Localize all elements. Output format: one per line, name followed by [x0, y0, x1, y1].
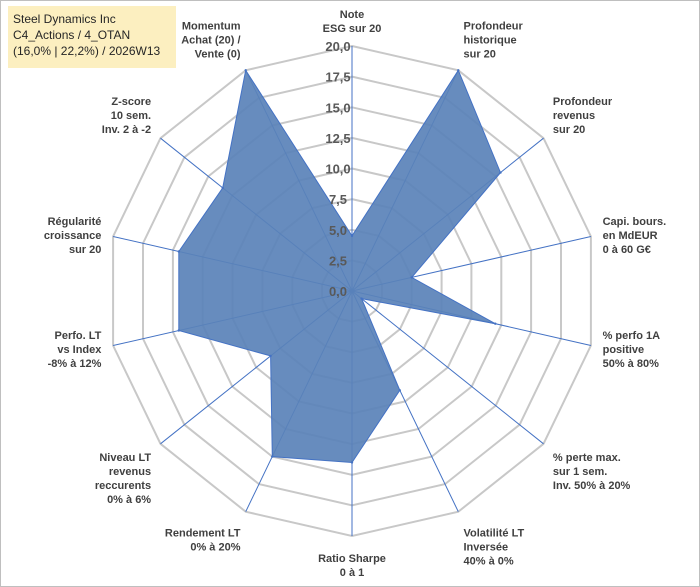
category-label-line: Ratio Sharpe [318, 553, 386, 565]
data-point [221, 186, 224, 190]
category-label: Ratio Sharpe 0 à 1 [318, 553, 386, 579]
tick-label: 15,0 [325, 100, 350, 115]
data-point [244, 69, 247, 72]
category-label-line: Profondeur [553, 96, 613, 108]
data-point [177, 250, 180, 253]
category-label-line: Vente (0) [195, 49, 241, 61]
category-label-line: Niveau LT [99, 452, 151, 464]
category-label-line: revenus [109, 466, 151, 478]
category-label-line: Note [340, 9, 364, 21]
category-label-line: Momentum [182, 21, 241, 33]
category-label: Note ESG sur 20 [323, 9, 382, 35]
category-label-line: Capi. bours. [603, 216, 667, 228]
company-name: Steel Dynamics Inc [13, 12, 116, 26]
category-label: Niveau LT revenus reccurents 0% à 6% [95, 452, 152, 506]
category-label-line: Rendement LT [165, 528, 241, 540]
category-label-line: sur 20 [69, 244, 101, 256]
category-label-line: Inversée [464, 542, 509, 554]
tick-label: 10,0 [325, 162, 350, 177]
category-label-line: revenus [553, 110, 595, 122]
data-point [269, 354, 272, 358]
category-label-line: positive [603, 344, 645, 356]
category-label: Rendement LT 0% à 20% [165, 528, 241, 554]
category-label: Momentum Achat (20) / Vente (0) [181, 21, 241, 61]
category-label-line: Volatilité LT [464, 528, 525, 540]
category-label-line: 0% à 20% [190, 542, 240, 554]
data-point [350, 461, 354, 464]
tick-label: 12,5 [325, 131, 350, 146]
category-label: Profondeur revenus sur 20 [553, 96, 613, 136]
score-period: (16,0% | 22,2%) / 2026W13 [13, 44, 161, 58]
data-point [360, 297, 363, 300]
tick-label: 5,0 [329, 223, 347, 238]
category-label-line: Régularité [48, 216, 102, 228]
category-label-line: % perfo 1A [603, 330, 661, 342]
category-label-line: vs Index [57, 344, 102, 356]
category-label-line: 50% à 80% [603, 358, 659, 370]
category-label-line: 0 à 1 [340, 567, 364, 579]
category-label-line: Profondeur [464, 21, 524, 33]
category-label: Perfo. LT vs Index -8% à 12% [48, 330, 103, 370]
category-label-line: 10 sem. [111, 110, 151, 122]
category-label: Régularité croissance sur 20 [44, 216, 101, 256]
data-point [398, 389, 401, 392]
category-label-line: historique [464, 35, 517, 47]
category-label-line: Inv. 50% à 20% [553, 480, 631, 492]
data-point [410, 276, 413, 279]
data-point [457, 69, 460, 72]
category-label: % perte max. sur 1 sem. Inv. 50% à 20% [553, 452, 631, 492]
category-label-line: Achat (20) / [181, 35, 240, 47]
info-box: Steel Dynamics Inc C4_Actions / 4_OTAN (… [8, 6, 176, 68]
category-label-line: -8% à 12% [48, 358, 102, 370]
category-label-line: 40% à 0% [464, 556, 514, 568]
tick-label: 0,0 [329, 284, 347, 299]
category-label: Profondeur historique sur 20 [464, 21, 524, 61]
data-point [350, 234, 354, 238]
category-label-line: Perfo. LT [55, 330, 102, 342]
category-label-line: croissance [44, 230, 101, 242]
category-label: Volatilité LT Inversée 40% à 0% [464, 528, 525, 568]
category-label-line: Inv. 2 à -2 [102, 124, 151, 136]
category-label-line: % perte max. [553, 452, 621, 464]
category-label-line: en MdEUR [603, 230, 658, 242]
portfolio-path: C4_Actions / 4_OTAN [13, 28, 131, 42]
category-label-line: reccurents [95, 480, 151, 492]
tick-label: 20,0 [325, 39, 350, 54]
category-label-line: 0 à 60 G€ [603, 244, 651, 256]
category-label-line: Z-score [111, 96, 151, 108]
tick-label: 7,5 [329, 192, 347, 207]
axis-spoke [351, 290, 544, 445]
category-label: % perfo 1A positive 50% à 80% [603, 330, 661, 370]
category-label-line: sur 1 sem. [553, 466, 607, 478]
data-point [499, 171, 502, 174]
tick-label: 17,5 [325, 70, 350, 85]
category-label: Z-score 10 sem. Inv. 2 à -2 [102, 96, 151, 136]
category-label-line: ESG sur 20 [323, 23, 382, 35]
data-point [271, 455, 274, 458]
category-label: Capi. bours. en MdEUR 0 à 60 G€ [603, 216, 667, 256]
category-label-line: 0% à 6% [107, 494, 151, 506]
tick-label: 2,5 [329, 253, 347, 268]
category-label-line: sur 20 [464, 49, 496, 61]
data-point [177, 329, 180, 332]
data-point [494, 322, 497, 325]
category-label-line: sur 20 [553, 124, 585, 136]
